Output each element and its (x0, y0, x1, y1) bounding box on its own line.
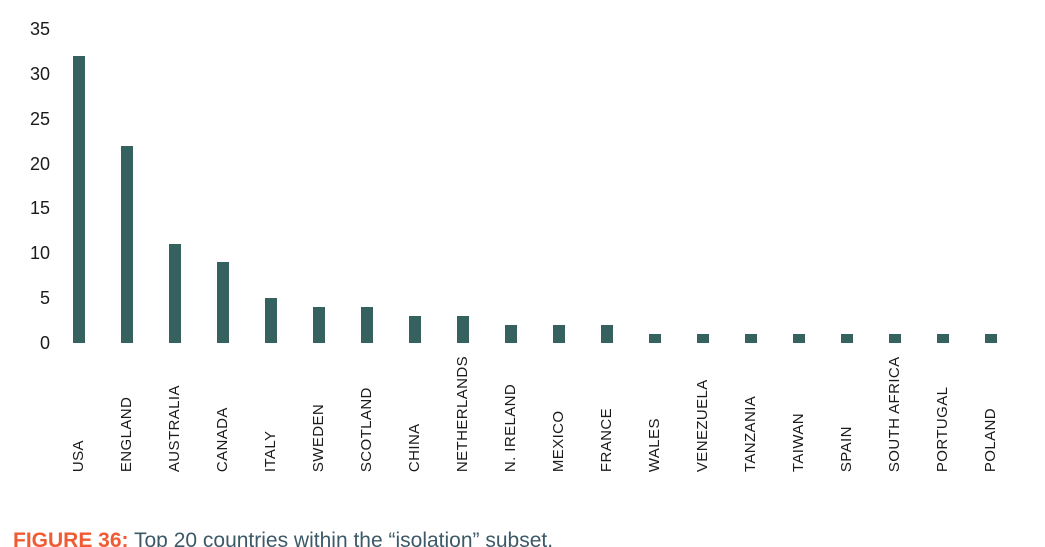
x-axis-label: MEXICO (550, 410, 567, 473)
bar-slot (871, 0, 919, 343)
bar-slot (535, 0, 583, 343)
bar-slot (55, 0, 103, 343)
x-label-slot: ENGLAND (103, 356, 151, 472)
bar-spain (841, 334, 853, 343)
x-axis-label: TANZANIA (742, 395, 759, 473)
x-axis: USA ENGLAND AUSTRALIA CANADA ITALY SWEDEN SCOT… (55, 356, 1015, 472)
bar-slot (775, 0, 823, 343)
bar-usa (73, 55, 85, 343)
x-axis-label: ENGLAND (118, 396, 135, 473)
x-label-slot: SWEDEN (295, 356, 343, 472)
x-label-slot: N. IRELAND (487, 356, 535, 472)
x-axis-label: CHINA (406, 423, 423, 473)
x-axis-label: SPAIN (838, 426, 855, 473)
y-axis-tick-label: 0 (39, 333, 50, 353)
x-label-slot: TANZANIA (727, 356, 775, 472)
x-axis-label: NETHERLANDS (454, 356, 471, 473)
bar-slot (727, 0, 775, 343)
bar-tanzania (745, 334, 757, 343)
figure-caption: FIGURE 36: Top 20 countries within the “… (13, 527, 553, 547)
bar-slot (439, 0, 487, 343)
x-axis-label: SCOTLAND (358, 387, 375, 473)
bar-south-africa (889, 334, 901, 343)
bar-portugal (937, 334, 949, 343)
x-axis-label: ITALY (262, 430, 279, 473)
bar-italy (265, 298, 277, 343)
bar-wales (649, 334, 661, 343)
bar-slot (823, 0, 871, 343)
bar-slot (631, 0, 679, 343)
x-axis-label: SWEDEN (310, 403, 327, 473)
bar-taiwan (793, 334, 805, 343)
x-axis-label: PORTUGAL (934, 386, 951, 473)
x-label-slot: VENEZUELA (679, 356, 727, 472)
x-label-slot: FRANCE (583, 356, 631, 472)
bar-netherlands (457, 316, 469, 343)
y-axis-tick-label: 25 (29, 108, 50, 129)
x-label-slot: PORTUGAL (919, 356, 967, 472)
bar-poland (985, 334, 997, 343)
x-label-slot: SOUTH AFRICA (871, 356, 919, 472)
bar-n-ireland (505, 325, 517, 343)
bar-venezuela (697, 334, 709, 343)
y-axis-tick-label: 35 (29, 19, 50, 39)
bar-scotland (361, 307, 373, 343)
bar-canada (217, 262, 229, 343)
x-axis-label: CANADA (214, 407, 231, 473)
x-axis-label: N. IRELAND (502, 383, 519, 473)
figure-caption-number: FIGURE 36: (13, 529, 129, 547)
x-axis-label: WALES (646, 418, 663, 473)
x-axis-label: AUSTRALIA (166, 385, 183, 473)
bar-slot (679, 0, 727, 343)
x-label-slot: TAIWAN (775, 356, 823, 472)
bar-slot (199, 0, 247, 343)
bar-england (121, 145, 133, 343)
bar-slot (967, 0, 1015, 343)
x-label-slot: CANADA (199, 356, 247, 472)
bar-france (601, 325, 613, 343)
y-axis-tick-label: 30 (29, 63, 50, 84)
x-axis-label: TAIWAN (790, 413, 807, 473)
bar-australia (169, 244, 181, 343)
bar-slot (391, 0, 439, 343)
bar-slot (151, 0, 199, 343)
x-label-slot: CHINA (391, 356, 439, 472)
x-axis-label: SOUTH AFRICA (886, 356, 903, 473)
bar-sweden (313, 307, 325, 343)
x-label-slot: ITALY (247, 356, 295, 472)
x-label-slot: AUSTRALIA (151, 356, 199, 472)
x-axis-label: POLAND (982, 408, 999, 473)
bar-slot (103, 0, 151, 343)
x-axis-label: FRANCE (598, 408, 615, 473)
x-label-slot: SPAIN (823, 356, 871, 472)
figure-caption-text: Top 20 countries within the “isolation” … (134, 529, 554, 547)
y-axis-tick-label: 15 (29, 198, 50, 219)
x-axis-label: USA (70, 440, 87, 473)
bar-mexico (553, 325, 565, 343)
bar-slot (583, 0, 631, 343)
x-label-slot: NETHERLANDS (439, 356, 487, 472)
bar-slot (919, 0, 967, 343)
y-axis: 0 5 10 15 20 25 30 35 (0, 0, 50, 360)
x-label-slot: WALES (631, 356, 679, 472)
x-label-slot: SCOTLAND (343, 356, 391, 472)
bar-slot (343, 0, 391, 343)
x-axis-label: VENEZUELA (694, 379, 711, 473)
x-label-slot: MEXICO (535, 356, 583, 473)
plot-area (55, 0, 1015, 343)
bar-china (409, 316, 421, 343)
x-label-slot: USA (55, 356, 103, 472)
bar-slot (487, 0, 535, 343)
x-label-slot: POLAND (967, 356, 1015, 472)
y-axis-tick-label: 20 (29, 153, 50, 174)
bar-slot (295, 0, 343, 343)
bar-slot (247, 0, 295, 343)
y-axis-tick-label: 5 (39, 288, 50, 309)
y-axis-tick-label: 10 (29, 243, 50, 264)
